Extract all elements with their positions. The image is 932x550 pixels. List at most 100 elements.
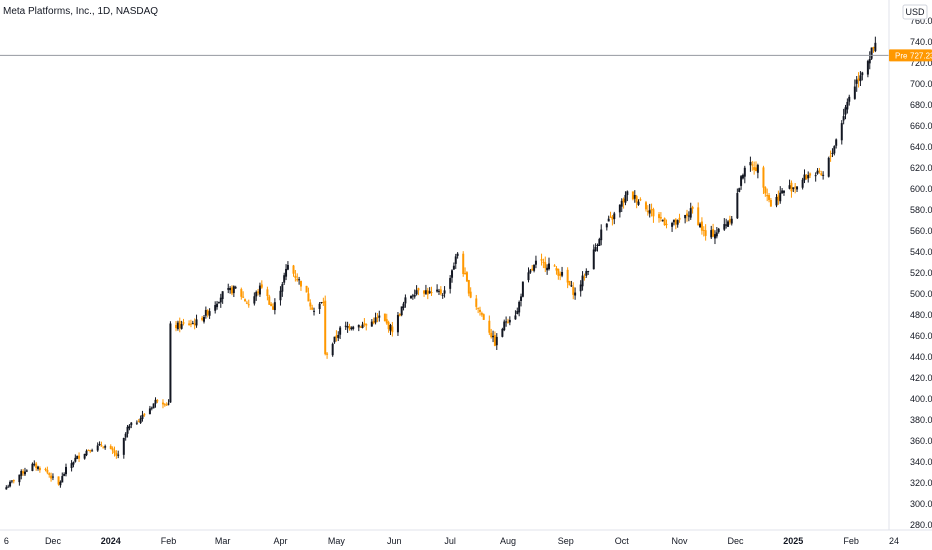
candle <box>20 469 23 480</box>
candle <box>490 328 493 339</box>
candle <box>505 316 508 327</box>
candle-body <box>465 272 468 282</box>
candle-body <box>769 200 772 207</box>
candle <box>417 287 420 296</box>
candle <box>853 79 856 100</box>
candle <box>792 187 795 193</box>
candle <box>585 268 588 278</box>
candle-body <box>822 174 825 176</box>
candle-body <box>686 213 688 216</box>
candle-body <box>443 290 446 294</box>
candle-body <box>292 265 295 274</box>
candle-body <box>65 466 67 475</box>
candle <box>266 286 269 301</box>
candle <box>717 227 720 234</box>
candle-body <box>613 213 616 220</box>
candle <box>516 307 519 315</box>
candle <box>206 309 209 318</box>
candle <box>163 402 166 407</box>
candle <box>72 461 75 468</box>
candle-body <box>18 474 21 483</box>
candle <box>191 320 194 325</box>
candle <box>83 453 86 460</box>
candle-body <box>521 281 524 297</box>
candle-body <box>518 301 521 313</box>
candle-body <box>835 139 838 146</box>
candle-body <box>229 287 232 291</box>
candle <box>672 219 675 226</box>
candle-body <box>598 239 601 246</box>
candle <box>76 455 79 460</box>
candle-body <box>594 247 597 252</box>
candle-body <box>866 61 869 75</box>
candle-body <box>475 298 478 307</box>
price-axis[interactable]: 760.00 740.00 720.00 700.00 680.00 660.00 640.… <box>910 16 932 530</box>
candle-body <box>842 116 845 121</box>
candle-body <box>671 222 674 227</box>
candle <box>387 320 390 333</box>
candle-body <box>633 194 636 199</box>
candle-body <box>658 214 661 219</box>
candle <box>374 312 377 325</box>
candle <box>365 323 368 331</box>
candle <box>594 243 597 252</box>
candle-body <box>807 174 810 179</box>
candle-body <box>148 408 151 415</box>
candle-body <box>201 317 204 320</box>
candle <box>339 325 342 340</box>
candle-body <box>83 453 86 459</box>
candle <box>385 313 388 325</box>
y-tick-label: 620.00 <box>910 163 932 173</box>
candle-body <box>740 176 743 186</box>
candle <box>592 244 595 270</box>
candle-body <box>313 310 316 312</box>
candle-body <box>542 261 545 263</box>
candle-body <box>853 86 856 99</box>
candle-body <box>413 294 416 297</box>
x-tick-label: Feb <box>843 536 859 546</box>
candle-body <box>122 437 125 455</box>
candle-body <box>441 294 444 296</box>
symbol-title: Meta Platforms, Inc., 1D, NASDAQ <box>3 6 158 17</box>
candle <box>89 449 92 454</box>
candle <box>768 193 771 203</box>
candle-body <box>451 270 454 278</box>
candle-body <box>139 418 142 423</box>
candle <box>477 307 480 314</box>
candle-body <box>801 179 804 188</box>
candle <box>65 463 67 477</box>
candle-body <box>579 284 582 292</box>
candle <box>531 265 534 271</box>
candle <box>663 217 666 226</box>
candle <box>462 251 465 277</box>
time-axis[interactable]: 6 Dec 2024 Feb Mar Apr May Jun Jul Aug Sep Oct Nov De… <box>4 536 899 546</box>
y-tick-label: 460.00 <box>910 331 932 341</box>
candle-body <box>568 281 571 286</box>
candle-body <box>111 448 114 451</box>
candle-body <box>109 446 112 449</box>
candle <box>100 441 103 447</box>
candle-body <box>555 268 558 271</box>
candle-body <box>495 336 498 346</box>
candle-body <box>743 167 746 177</box>
candle <box>402 301 405 311</box>
candle-body <box>266 289 269 297</box>
candle <box>346 321 349 333</box>
candle <box>844 104 847 120</box>
candle-body <box>283 275 286 283</box>
candle-body <box>859 75 862 82</box>
candle <box>777 190 780 205</box>
currency-button[interactable]: USD <box>902 4 928 20</box>
candle-body <box>490 332 493 338</box>
candle <box>176 320 179 331</box>
candle-body <box>98 444 101 446</box>
candle <box>57 476 60 486</box>
candle-body <box>557 268 560 276</box>
candle <box>245 300 248 305</box>
candle <box>335 330 338 342</box>
candle <box>348 323 351 331</box>
candle-body <box>637 201 640 205</box>
candle <box>609 211 612 218</box>
candle-body <box>5 487 8 490</box>
candle <box>803 169 806 184</box>
